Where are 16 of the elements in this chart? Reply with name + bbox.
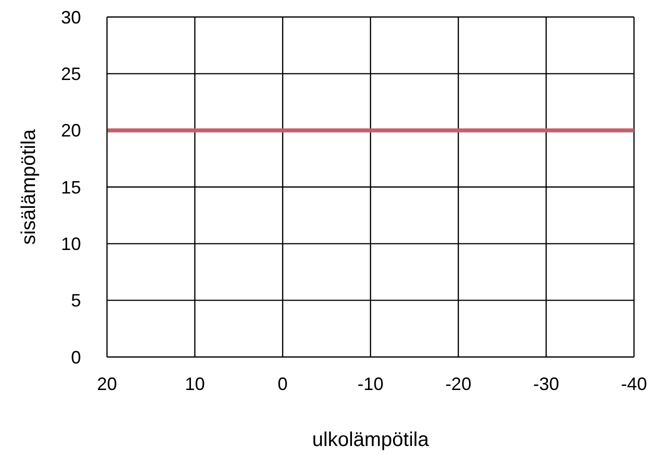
y-tick-label: 20	[60, 120, 81, 141]
x-tick-label: 10	[184, 374, 205, 394]
y-tick-label: 30	[60, 7, 81, 28]
x-tick-label: -40	[620, 374, 648, 394]
x-axis-title: ulkolämpötila	[312, 429, 430, 451]
x-tick-label: 0	[278, 374, 288, 394]
y-tick-label: 15	[60, 177, 81, 198]
y-tick-label: 0	[70, 347, 81, 368]
x-tick-label: -10	[357, 374, 384, 394]
x-tick-label: -20	[445, 374, 472, 394]
y-tick-label: 25	[60, 64, 81, 84]
y-tick-label: 10	[60, 234, 81, 254]
x-tick-label: 20	[96, 374, 118, 394]
y-axis-title: sisälämpötila	[18, 128, 40, 245]
y-tick-label: 5	[70, 290, 81, 311]
x-tick-label: -30	[533, 374, 560, 394]
